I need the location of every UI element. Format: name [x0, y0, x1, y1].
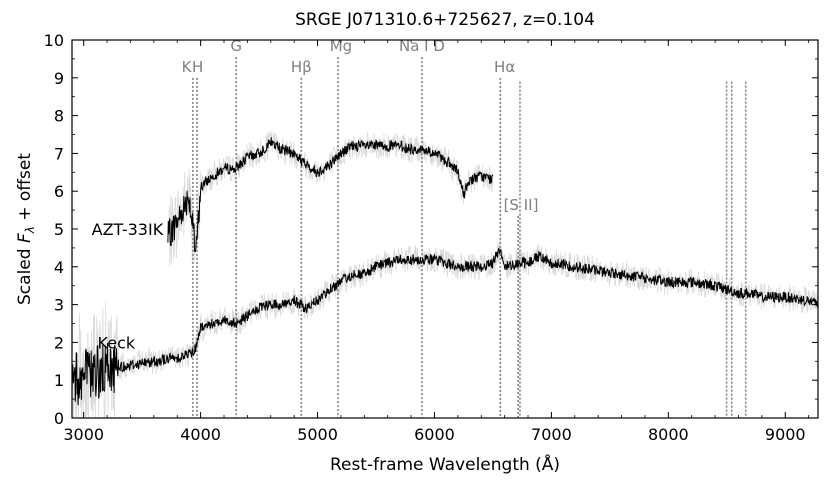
- line-marker-label: Hβ: [291, 58, 312, 76]
- series-label-layer: AZT-33IK Keck: [92, 220, 164, 352]
- line-marker-label: Na I D: [399, 37, 445, 55]
- raw-spectrum-azt-33ik: [167, 130, 494, 266]
- x-axis-title: Rest-frame Wavelength (Å): [330, 453, 560, 475]
- raw-spectrum-layer: [71, 130, 819, 419]
- x-axis-ticks: 3000 4000 5000 6000 7000 8000 9000: [63, 40, 810, 444]
- y-axis-ticks: 0 1 2 3 4 5 6 7 8 9 10: [44, 31, 818, 428]
- y-tick-label: 2: [54, 333, 64, 352]
- plot-area: K H G Hβ Mg Na I D Hα [S II] AZT-33IK Keck: [71, 37, 819, 419]
- y-tick-label: 0: [54, 409, 64, 428]
- x-tick-label: 4000: [180, 425, 221, 444]
- y-tick-label: 4: [54, 258, 64, 277]
- y-axis-title-text: Scaled: [15, 243, 35, 305]
- y-tick-label: 7: [54, 144, 64, 163]
- line-marker-label: [S II]: [504, 196, 539, 214]
- line-marker-label: Mg: [330, 37, 352, 55]
- x-tick-label: 5000: [297, 425, 338, 444]
- x-tick-label: 8000: [648, 425, 689, 444]
- x-tick-label: 7000: [531, 425, 572, 444]
- y-tick-label: 1: [54, 371, 64, 390]
- series-label: AZT-33IK: [92, 220, 164, 239]
- line-marker-label: H: [192, 58, 203, 76]
- chart-title: SRGE J071310.6+725627, z=0.104: [295, 10, 595, 30]
- spectrum-line-azt-33ik: [167, 137, 494, 253]
- y-tick-label: 5: [54, 220, 64, 239]
- series-layer: [71, 137, 819, 406]
- y-tick-label: 6: [54, 182, 64, 201]
- series-label: Keck: [98, 333, 136, 352]
- y-tick-label: 10: [44, 31, 64, 50]
- y-axis-title-suffix: + offset: [15, 153, 35, 226]
- y-tick-label: 3: [54, 296, 64, 315]
- x-tick-label: 9000: [765, 425, 806, 444]
- line-marker-label: Hα: [494, 58, 515, 76]
- y-axis-title: Scaled Fλ + offset: [15, 153, 37, 305]
- y-axis-title-var: F: [15, 233, 35, 243]
- y-axis-title-sub: λ: [23, 226, 37, 234]
- line-marker-layer: K H G Hβ Mg Na I D Hα [S II]: [182, 37, 747, 418]
- raw-spectrum-keck: [71, 236, 819, 419]
- line-marker-label: G: [230, 37, 242, 55]
- spectrum-line-keck: [71, 247, 819, 406]
- y-tick-label: 9: [54, 69, 64, 88]
- x-tick-label: 6000: [414, 425, 455, 444]
- y-tick-label: 8: [54, 107, 64, 126]
- x-tick-label: 3000: [63, 425, 104, 444]
- line-marker-label: K: [182, 58, 193, 76]
